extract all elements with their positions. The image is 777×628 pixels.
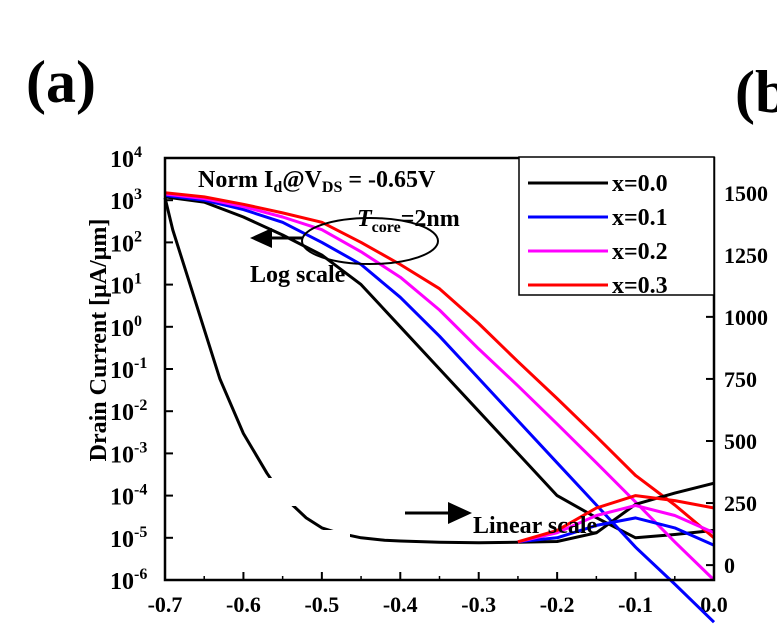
linear-scale-label: Linear scale [473,513,598,539]
legend: x=0.0 x=0.1 x=0.2 x=0.3 [518,156,715,299]
panel-label-b-partial: (b [735,59,777,125]
log-series-line-x=0.2 [164,192,716,582]
y-left-tick-label: 10-3 [110,439,147,468]
x-tick-label: -0.6 [226,592,261,617]
y-axis-label: Drain Current [μA/μm] [86,219,112,462]
log-series-line-x=0.1 [164,193,716,624]
linear-series-line-x=0.2 [517,504,715,544]
x-tick-label: -0.5 [304,592,339,617]
x-axis-tick-labels: -0.7 -0.6 -0.5 -0.4 -0.3 -0.2 -0.1 0.0 [148,592,728,617]
linear-series-line-x=0.1 [517,516,715,547]
log-scale-ellipse [301,217,439,265]
x-tick-label: -0.4 [383,592,418,617]
y-right-tick-label: 500 [724,429,757,454]
y-right-tick-label: 1250 [724,243,768,268]
series-layer [163,191,716,624]
left-axis-tick-labels: 104 103 102 101 100 10-1 10-2 10-3 10-4 10-5 10-6 [110,144,147,595]
log-series-line-x=0.3 [164,191,715,539]
x-tick-label: -0.1 [618,592,653,617]
log-scale-arrowhead [250,228,272,248]
y-left-tick-label: 100 [110,313,142,342]
y-right-tick-label: 0 [724,553,735,578]
y-left-tick-label: 10-4 [110,482,147,511]
x-tick-label: -0.2 [540,592,575,617]
y-right-tick-label: 1000 [724,305,768,330]
legend-label: x=0.3 [612,273,668,299]
log-scale-label: Log scale [250,262,346,288]
y-left-tick-label: 104 [110,144,142,173]
y-right-tick-label: 250 [724,491,757,516]
y-left-tick-label: 10-2 [110,397,147,426]
y-right-tick-label: 750 [724,367,757,392]
y-left-tick-label: 10-6 [110,566,147,595]
y-right-tick-label: 1500 [724,181,768,206]
panel-label-a: (a) [26,49,96,115]
legend-label: x=0.2 [612,239,668,265]
linear-scale-arrowhead [448,502,472,524]
y-left-tick-label: 10-5 [110,524,147,553]
right-axis-tick-labels: 0 250 500 750 1000 1250 1500 [724,181,768,578]
linear-series-line-x=0.3 [517,494,715,544]
legend-label: x=0.1 [612,205,668,231]
plot-frame [163,156,716,582]
x-tick-label: -0.3 [461,592,496,617]
norm-annotation: Norm Id@VDS = -0.65V [198,167,436,196]
x-tick-label: -0.7 [148,592,183,617]
y-left-tick-label: 102 [110,228,142,257]
y-left-tick-label: 103 [110,186,142,215]
y-left-tick-label: 101 [110,271,142,300]
legend-box [518,156,715,296]
y-left-tick-label: 10-1 [110,355,147,384]
legend-label: x=0.0 [612,171,668,197]
